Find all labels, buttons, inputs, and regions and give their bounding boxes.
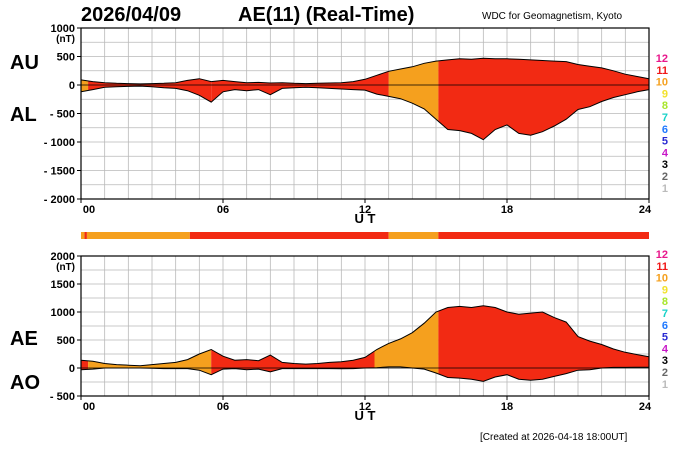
level-label-1: 1 bbox=[662, 183, 668, 195]
level-label-2: 2 bbox=[662, 367, 668, 379]
level-label-11: 11 bbox=[656, 261, 668, 273]
level-label-5: 5 bbox=[662, 136, 668, 148]
area-segment-4 bbox=[438, 305, 649, 382]
series-line-au bbox=[80, 57, 650, 85]
activity-strip-segment-3 bbox=[189, 232, 389, 239]
activity-strip-segment-0 bbox=[81, 232, 85, 239]
created-timestamp: [Created at 2026-04-18 18:00UT] bbox=[480, 432, 628, 443]
area-segment-3 bbox=[374, 311, 439, 374]
level-label-8: 8 bbox=[662, 100, 668, 112]
level-label-6: 6 bbox=[662, 320, 668, 332]
y-tick-label: 0 bbox=[69, 80, 75, 92]
level-label-8: 8 bbox=[662, 296, 668, 308]
x-tick-label: 12 bbox=[359, 401, 371, 413]
level-label-4: 4 bbox=[662, 343, 669, 355]
level-label-3: 3 bbox=[662, 159, 668, 171]
y-tick-label: - 2000 bbox=[44, 194, 75, 206]
y-tick-label: 1000 bbox=[51, 307, 75, 319]
unit-label: (nT) bbox=[56, 34, 75, 45]
y-tick-label: 1000 bbox=[51, 23, 75, 35]
x-tick-label: 00 bbox=[83, 401, 95, 413]
area-segment-1 bbox=[88, 78, 212, 103]
ao-label: AO bbox=[10, 372, 40, 394]
area-segment-2 bbox=[211, 71, 389, 103]
x-tick-label: 06 bbox=[217, 401, 229, 413]
unit-label: (nT) bbox=[56, 262, 75, 273]
area-segment-0 bbox=[81, 79, 89, 92]
y-tick-label: - 500 bbox=[50, 391, 75, 403]
area-segment-3 bbox=[388, 60, 439, 122]
x-tick-label: 18 bbox=[501, 401, 513, 413]
level-label-3: 3 bbox=[662, 355, 668, 367]
level-label-4: 4 bbox=[662, 147, 669, 159]
level-label-9: 9 bbox=[662, 284, 668, 296]
level-label-7: 7 bbox=[662, 112, 668, 124]
au-label: AU bbox=[10, 52, 39, 74]
level-label-12: 12 bbox=[656, 249, 668, 261]
y-tick-label: 1500 bbox=[51, 279, 75, 291]
y-tick-label: 0 bbox=[69, 363, 75, 375]
level-label-12: 12 bbox=[656, 53, 668, 65]
x-tick-label: 00 bbox=[83, 204, 95, 216]
x-tick-label: 24 bbox=[639, 401, 652, 413]
y-tick-label: 500 bbox=[57, 335, 75, 347]
ae-label: AE bbox=[10, 328, 38, 350]
x-tick-label: 18 bbox=[501, 204, 513, 216]
series-line-al bbox=[80, 85, 650, 141]
x-axis-label: U T bbox=[355, 211, 376, 226]
x-axis-label: U T bbox=[355, 408, 376, 423]
level-label-9: 9 bbox=[662, 88, 668, 100]
al-label: AL bbox=[10, 104, 37, 126]
credit-label: WDC for Geomagnetism, Kyoto bbox=[482, 11, 623, 22]
area-segment-0 bbox=[81, 360, 89, 370]
date-label: 2026/04/09 bbox=[81, 4, 182, 26]
level-label-1: 1 bbox=[662, 379, 668, 391]
activity-strip-segment-5 bbox=[438, 232, 649, 239]
activity-strip-segment-2 bbox=[86, 232, 190, 239]
area-segment-4 bbox=[438, 58, 649, 140]
level-label-10: 10 bbox=[656, 77, 668, 89]
x-tick-label: 24 bbox=[639, 204, 652, 216]
activity-strip-segment-4 bbox=[388, 232, 439, 239]
y-tick-label: - 1000 bbox=[44, 137, 75, 149]
x-tick-label: 12 bbox=[359, 204, 371, 216]
y-tick-label: - 1500 bbox=[44, 166, 75, 178]
level-label-10: 10 bbox=[656, 273, 668, 285]
activity-strip-segment-1 bbox=[84, 232, 87, 239]
y-tick-label: - 500 bbox=[50, 109, 75, 121]
chart-title: AE(11) (Real-Time) bbox=[238, 4, 415, 26]
level-label-7: 7 bbox=[662, 308, 668, 320]
level-label-5: 5 bbox=[662, 332, 668, 344]
level-label-11: 11 bbox=[656, 65, 668, 77]
y-tick-label: 2000 bbox=[51, 251, 75, 263]
x-tick-label: 06 bbox=[217, 204, 229, 216]
level-label-6: 6 bbox=[662, 124, 668, 136]
y-tick-label: 500 bbox=[57, 52, 75, 64]
series-line-ae bbox=[80, 305, 650, 367]
level-label-2: 2 bbox=[662, 171, 668, 183]
